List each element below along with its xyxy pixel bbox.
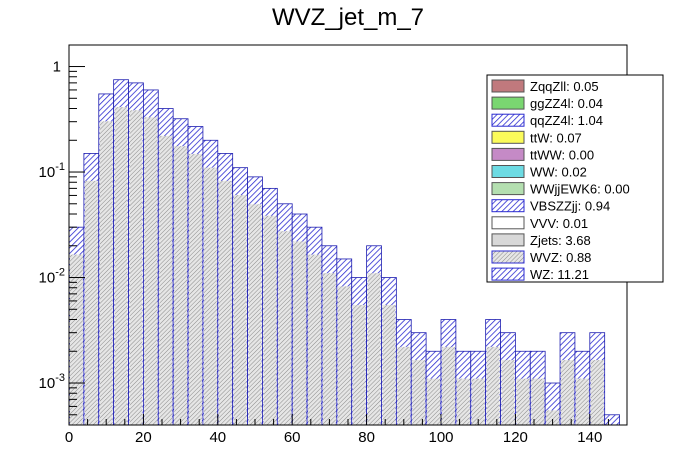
bar-zjets <box>159 135 173 425</box>
chart-title: WVZ_jet_m_7 <box>272 4 424 31</box>
x-tick-label: 60 <box>284 429 301 446</box>
bar-zjets <box>382 304 396 425</box>
bar-zjets <box>575 378 589 425</box>
bar-zjets <box>203 167 217 425</box>
x-tick-label: 40 <box>209 429 226 446</box>
y-tick-label: 1 <box>53 59 61 76</box>
bar-zjets <box>114 107 128 425</box>
bar-zjets <box>442 346 455 425</box>
legend-swatch <box>491 267 525 281</box>
legend-label: WW: 0.02 <box>530 165 587 180</box>
x-tick-label: 20 <box>135 429 152 446</box>
legend-label: Zjets: 3.68 <box>530 233 591 248</box>
bar-zjets <box>129 110 143 425</box>
legend-label: ggZZ4l: 0.04 <box>530 96 603 111</box>
bar-zjets <box>561 360 574 425</box>
y-tick-label: 10-3 <box>39 372 65 392</box>
bar-zjets <box>99 121 113 425</box>
bar-zjets <box>516 378 530 425</box>
bar-zjets <box>471 378 485 425</box>
bar-zjets <box>590 360 604 425</box>
x-tick-label: 140 <box>577 429 602 446</box>
histogram-bars <box>69 79 620 425</box>
bar-zjets <box>367 273 381 425</box>
bar-zjets <box>278 231 292 425</box>
legend-label: WVZ: 0.88 <box>530 250 591 265</box>
x-tick-label: 80 <box>358 429 375 446</box>
legend-swatch <box>491 199 525 213</box>
bar-zjets <box>546 410 560 425</box>
legend-swatch <box>491 233 525 247</box>
bar-zjets <box>308 254 321 425</box>
legend-swatch <box>491 130 525 144</box>
bar-zjets <box>531 378 545 425</box>
bar-zjets <box>293 241 307 425</box>
bar-wz <box>604 414 620 425</box>
y-tick-label: 10-1 <box>39 161 65 181</box>
legend-swatch <box>491 79 525 93</box>
legend-swatch <box>491 250 525 264</box>
bar-zjets <box>337 286 351 425</box>
bar-zjets <box>456 378 470 425</box>
legend-label: ZqqZll: 0.05 <box>530 79 599 94</box>
legend-label: qqZZ4l: 1.04 <box>530 113 603 128</box>
bar-zjets <box>248 204 262 425</box>
bar-zjets <box>352 304 366 425</box>
legend-label: VBSZZjj: 0.94 <box>530 199 610 214</box>
legend-swatch <box>491 113 525 127</box>
legend-label: VVV: 0.01 <box>530 216 588 231</box>
axes: 0 20 40 60 80 100 120 140 10-3 10-2 10-1 1 <box>39 59 628 446</box>
bar-zjets <box>427 378 440 425</box>
legend: ZqqZll: 0.05 ggZZ4l: 0.04 qqZZ4l: 1.04 ttW:… <box>486 74 664 283</box>
legend-swatch <box>491 165 525 178</box>
y-tick-label: 10-2 <box>39 267 65 287</box>
bar-zjets <box>263 215 277 425</box>
legend-label: WWjjEWK6: 0.00 <box>530 182 630 197</box>
legend-swatch <box>491 216 525 230</box>
legend-label: ttW: 0.07 <box>530 130 582 145</box>
bar-zjets <box>189 153 202 425</box>
x-tick-label: 120 <box>503 429 528 446</box>
legend-label: WZ: 11.21 <box>530 267 589 282</box>
bar-zjets <box>144 117 158 425</box>
bar-zjets <box>501 360 515 425</box>
bar-zjets <box>322 273 336 425</box>
bar-zjets <box>218 180 232 425</box>
legend-swatch <box>491 96 525 110</box>
bar-zjets <box>233 195 247 425</box>
bar-zjets <box>397 346 411 425</box>
x-tick-label: 0 <box>65 429 73 446</box>
x-tick-label: 100 <box>428 429 453 446</box>
legend-label: ttWW: 0.00 <box>530 147 594 162</box>
legend-swatch <box>491 182 525 196</box>
bar-zjets <box>412 360 426 425</box>
bar-zjets <box>70 254 83 425</box>
legend-swatch <box>491 147 525 161</box>
bar-zjets <box>486 346 500 425</box>
bar-zjets <box>174 146 188 425</box>
bar-zjets <box>84 180 98 425</box>
